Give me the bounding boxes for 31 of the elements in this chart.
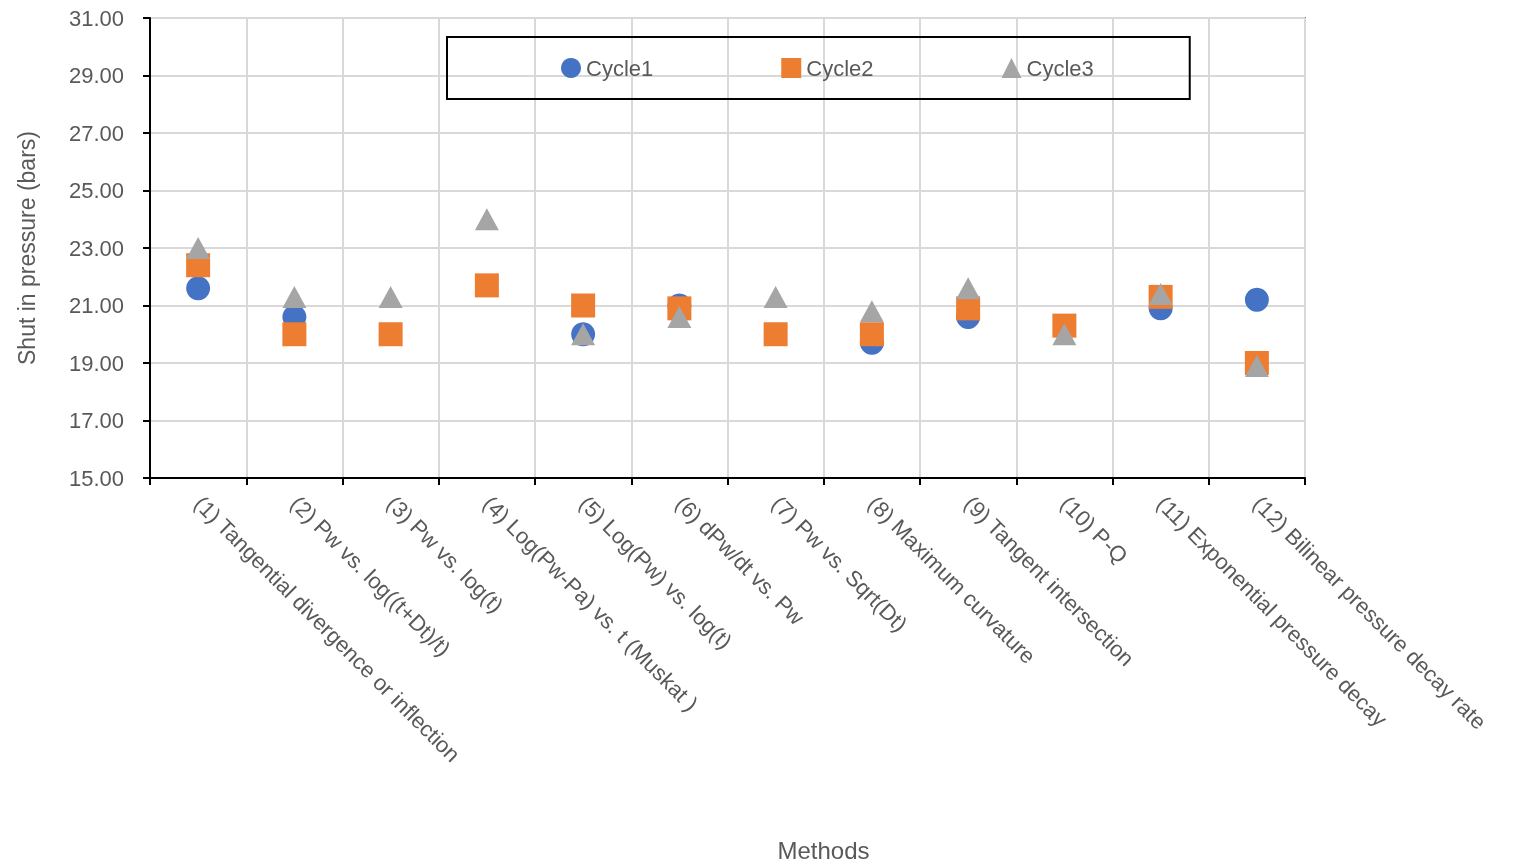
y-axis-title: Shut in pressure (bars) — [13, 131, 40, 365]
point — [859, 300, 884, 323]
y-tick-label: 17.00 — [68, 408, 124, 433]
point — [186, 276, 211, 301]
x-axis-title: Methods — [777, 836, 870, 864]
point — [282, 322, 307, 347]
point — [859, 322, 884, 347]
point — [763, 322, 788, 347]
point — [378, 285, 403, 308]
point — [1052, 323, 1077, 346]
y-tick-label: 19.00 — [68, 350, 124, 376]
point — [763, 285, 788, 308]
point — [186, 237, 211, 259]
point — [667, 306, 692, 328]
legend-label: Cycle2 — [806, 55, 874, 81]
point — [474, 273, 499, 298]
y-tick-label: 21.00 — [68, 293, 124, 318]
legend-label: Cycle1 — [586, 55, 654, 81]
point — [282, 285, 307, 308]
point — [1244, 287, 1269, 312]
point — [378, 322, 403, 347]
y-tick-label: 29.00 — [68, 63, 124, 88]
y-tick-label: 23.00 — [68, 235, 124, 261]
legend-label: Cycle3 — [1026, 55, 1094, 81]
point — [956, 277, 981, 300]
point — [474, 208, 499, 231]
point — [571, 293, 596, 318]
y-tick-label: 31.00 — [68, 5, 124, 31]
y-tick-label: 15.00 — [68, 465, 124, 491]
y-tick-label: 27.00 — [68, 120, 124, 146]
y-tick-label: 25.00 — [68, 178, 124, 203]
